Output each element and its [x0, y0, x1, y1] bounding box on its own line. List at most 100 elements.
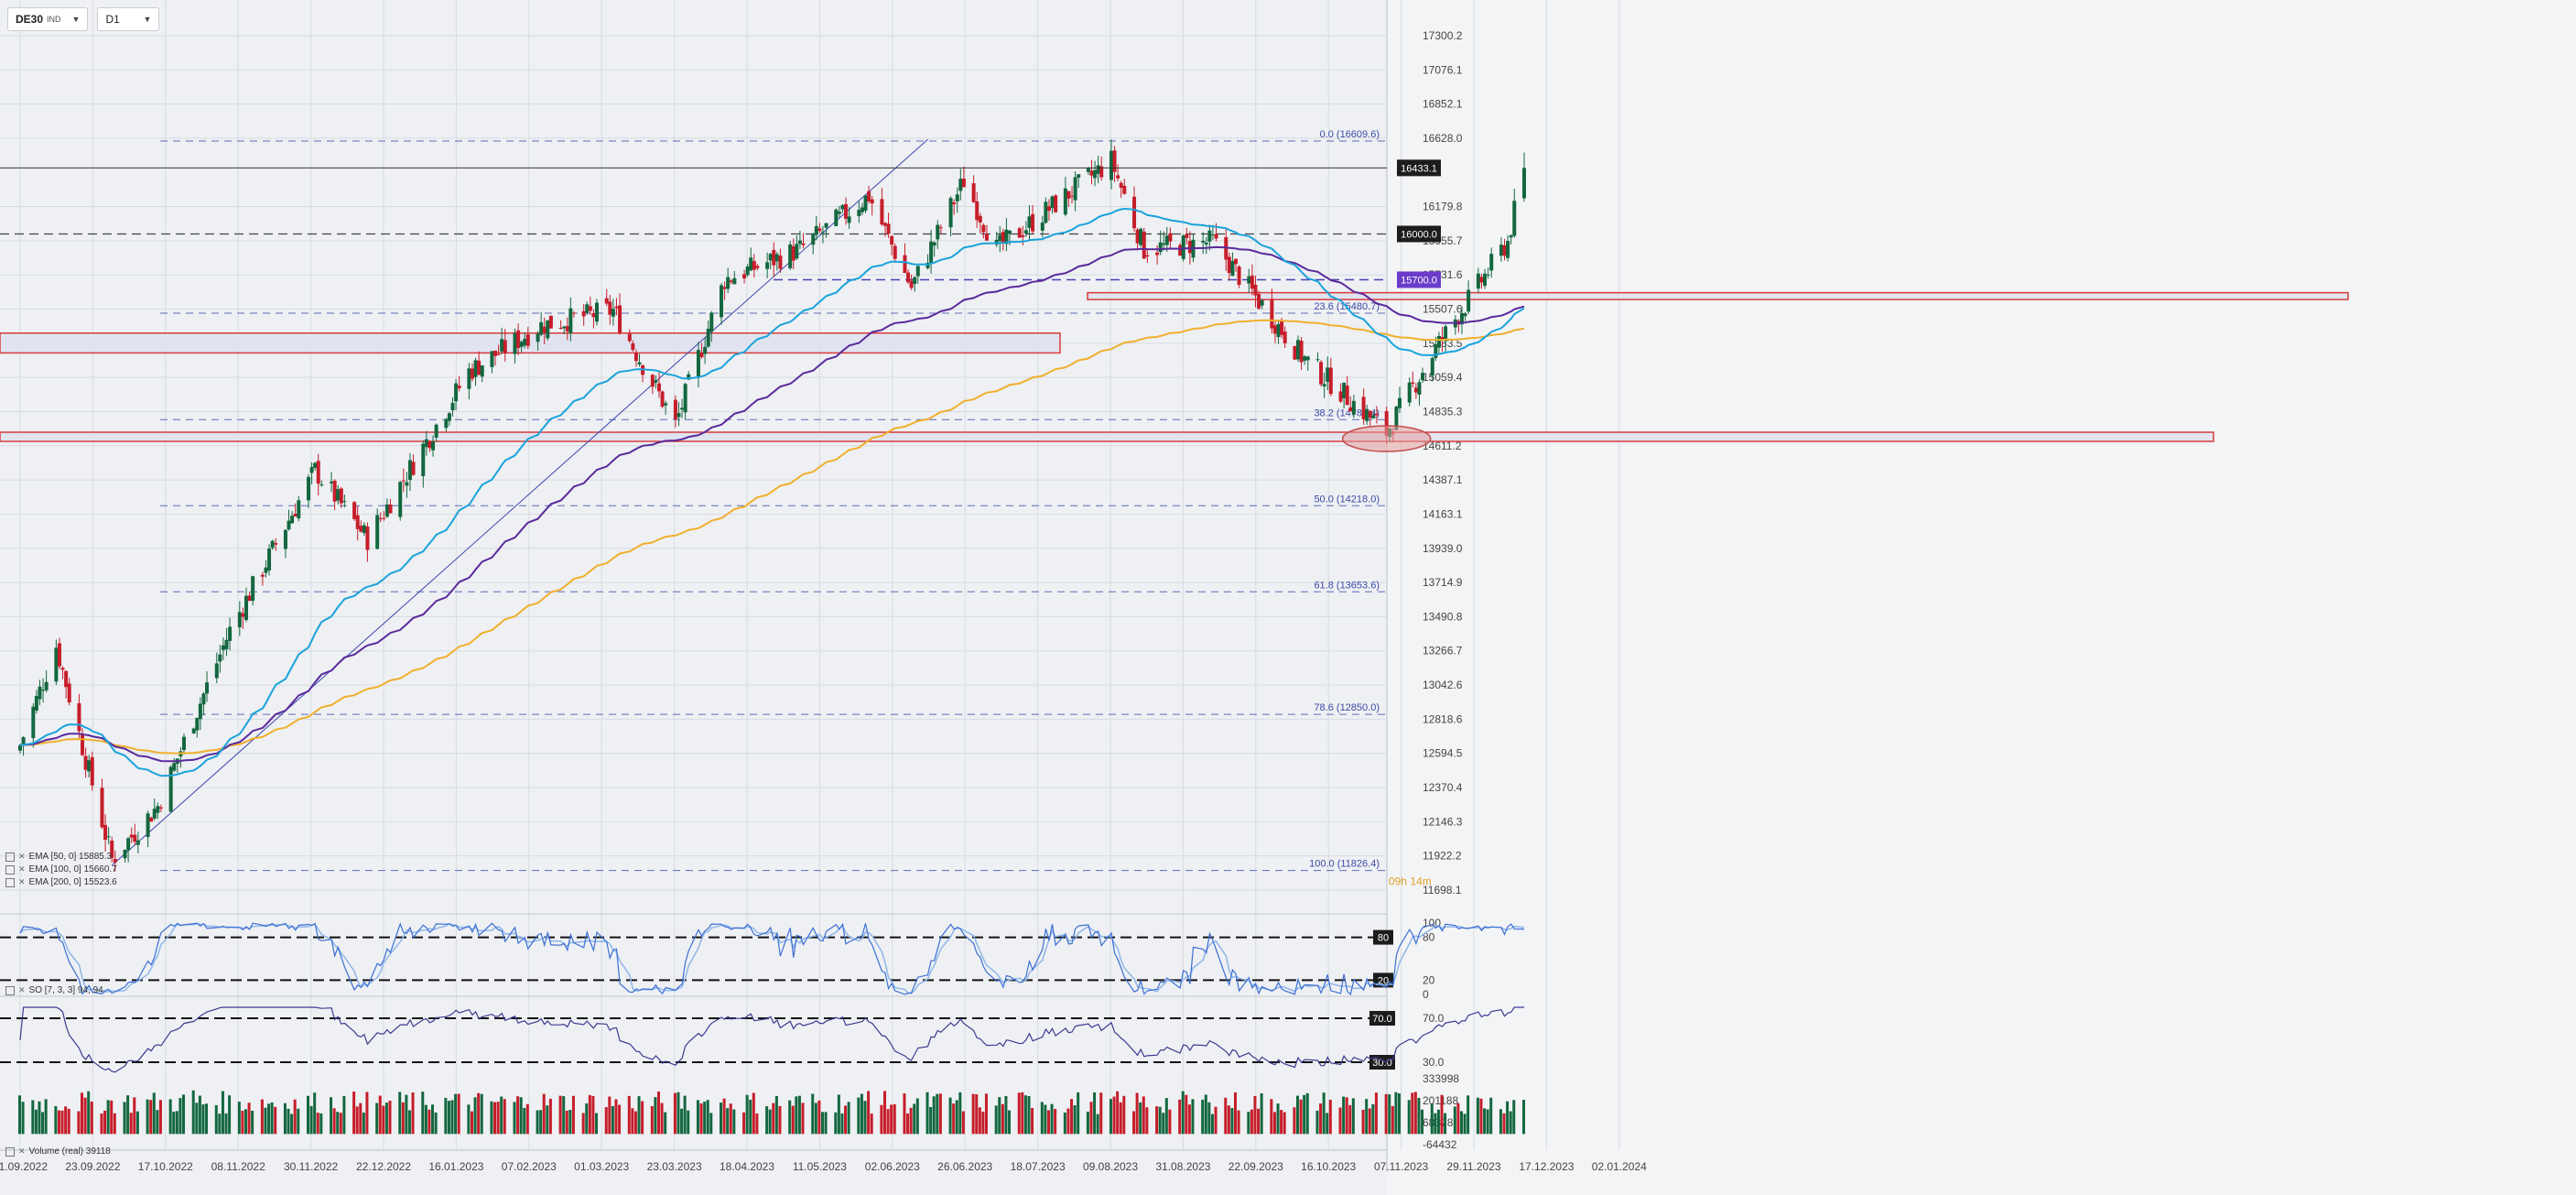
candle-body — [568, 308, 573, 333]
ema50-legend[interactable]: ✕ EMA [50, 0] 15885.3 — [5, 852, 112, 862]
volume-bar — [614, 1099, 618, 1135]
candle-body — [673, 399, 677, 420]
volume-bar — [444, 1097, 448, 1135]
candle-body — [536, 333, 540, 342]
volume-bar — [915, 1098, 919, 1135]
candle-body — [1276, 323, 1281, 338]
y-tick-label: 12818.6 — [1423, 712, 1463, 725]
candle-body — [1486, 274, 1490, 276]
candle-body — [330, 481, 334, 483]
volume-legend[interactable]: ✕ Volume (real) 39118 — [5, 1146, 111, 1157]
candle-body — [539, 321, 544, 335]
volume-bar — [454, 1093, 458, 1135]
volume-bar — [496, 1102, 500, 1135]
candle-body — [1394, 407, 1399, 430]
volume-bar — [1162, 1113, 1165, 1135]
candle-body — [882, 223, 887, 226]
candle-body — [1142, 232, 1146, 259]
candle-body — [1185, 234, 1189, 238]
indicator-settings-icon[interactable] — [5, 1146, 15, 1157]
volume-bar — [1345, 1097, 1348, 1135]
volume-bar — [500, 1096, 503, 1135]
indicator-settings-icon[interactable] — [5, 852, 15, 862]
volume-bar — [654, 1097, 657, 1135]
indicator-settings-icon[interactable] — [5, 864, 15, 875]
candle-body — [890, 235, 894, 245]
candle-body — [1112, 150, 1117, 172]
volume-bar — [336, 1112, 340, 1135]
ema200-legend[interactable]: ✕ EMA [200, 0] 15523.6 — [5, 877, 117, 887]
volume-bar — [548, 1098, 552, 1135]
volume-bar — [18, 1095, 21, 1135]
volume-bar — [1272, 1112, 1276, 1135]
volume-bar — [1207, 1102, 1211, 1135]
candle-body — [1479, 277, 1484, 283]
stochastic-k-line — [19, 922, 1525, 996]
candle-body — [1413, 387, 1418, 393]
candle-body — [824, 223, 828, 228]
volume-bar — [847, 1102, 850, 1135]
candle-body — [1430, 358, 1434, 376]
volume-bar — [1204, 1094, 1207, 1135]
volume-bar — [929, 1106, 933, 1135]
candle-body — [654, 380, 658, 383]
candle-body — [571, 312, 576, 314]
candle-body — [880, 199, 884, 225]
ema100-legend[interactable]: ✕ EMA [100, 0] 15660.7 — [5, 864, 117, 875]
candle-body — [978, 215, 982, 223]
timeframe-selector[interactable]: D1 ▼ — [97, 7, 160, 31]
candle-body — [732, 277, 737, 285]
candle-body — [1164, 235, 1169, 245]
close-icon[interactable]: ✕ — [18, 985, 26, 994]
candle-body — [1089, 170, 1094, 176]
volume-bar — [641, 1101, 644, 1135]
candle-body — [857, 210, 861, 216]
candle-body — [274, 543, 278, 545]
volume-bar — [1456, 1103, 1460, 1135]
close-icon[interactable]: ✕ — [18, 852, 26, 861]
candle-body — [365, 527, 370, 550]
volume-bar — [890, 1104, 893, 1135]
volume-bar — [722, 1098, 726, 1135]
x-tick-label: 16.01.2023 — [428, 1160, 483, 1173]
y-tick-label: 13714.9 — [1423, 576, 1463, 589]
candle-body — [929, 241, 934, 264]
volume-bar — [611, 1105, 614, 1135]
chevron-down-icon: ▼ — [71, 15, 81, 24]
exchange-label: IND — [47, 15, 61, 24]
candle-body — [1233, 258, 1238, 265]
volume-bar — [955, 1100, 958, 1135]
fib-level-label: 61.8 (13653.6) — [1314, 580, 1380, 591]
candle-body — [123, 849, 127, 859]
candle-body — [1489, 254, 1494, 271]
volume-bar — [1326, 1113, 1329, 1135]
candle-body — [1411, 382, 1415, 384]
volume-bar — [306, 1095, 309, 1135]
x-tick-label: 02.06.2023 — [865, 1160, 920, 1173]
volume-bar — [67, 1108, 70, 1135]
volume-bar — [168, 1099, 172, 1135]
stochastic-threshold-label: 20 — [1378, 975, 1389, 986]
close-icon[interactable]: ✕ — [18, 877, 26, 886]
stochastic-legend[interactable]: ✕ SO [7, 3, 3] 94, 94 — [5, 985, 103, 995]
candle-body — [1250, 276, 1254, 289]
close-icon[interactable]: ✕ — [18, 1146, 26, 1156]
candle-body — [221, 645, 225, 650]
volume-bar — [405, 1094, 408, 1135]
candle-body — [113, 858, 117, 863]
volume-bar — [772, 1103, 775, 1135]
volume-bar — [237, 1102, 241, 1135]
volume-bar — [313, 1092, 317, 1135]
symbol-selector[interactable]: DE30 IND ▼ — [7, 7, 89, 31]
indicator-settings-icon[interactable] — [5, 877, 15, 887]
volume-bar — [936, 1093, 939, 1135]
volume-bar — [948, 1097, 952, 1135]
close-icon[interactable]: ✕ — [18, 864, 26, 874]
candle-body — [948, 198, 953, 228]
indicator-settings-icon[interactable] — [5, 985, 15, 995]
rsi-threshold-label: 70.0 — [1372, 1014, 1391, 1025]
volume-bar — [57, 1110, 60, 1135]
candle-body — [352, 502, 357, 519]
